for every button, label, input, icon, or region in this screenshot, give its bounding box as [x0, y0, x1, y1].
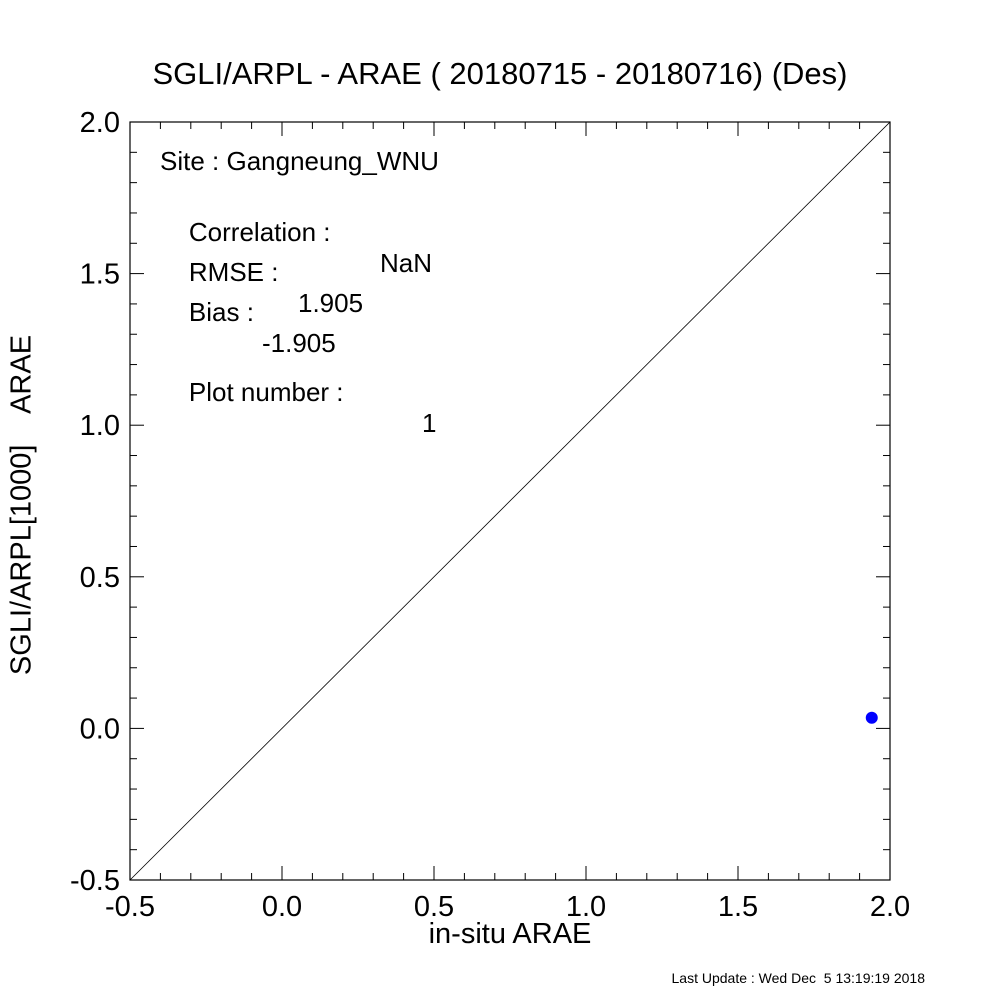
axis-tick-labels: -0.5 0.0 0.5 1.0 1.5 2.0 -0.5 0.0 0.5 1.0 1.5 2.0 — [70, 107, 910, 923]
x-tick-label: 1.5 — [718, 891, 758, 923]
data-point — [865, 711, 878, 724]
x-tick-label: 0.5 — [414, 891, 454, 923]
x-tick-label: 2.0 — [870, 891, 910, 923]
y-tick-label: 1.5 — [80, 259, 120, 291]
x-tick-label: 0.0 — [262, 891, 302, 923]
x-tick-label: -0.5 — [105, 891, 155, 923]
rmse-annotation: RMSE : 1.905 — [160, 226, 363, 350]
last-update-footer: Last Update : Wed Dec 5 13:19:19 2018 — [671, 970, 925, 986]
y-tick-label: 2.0 — [80, 107, 120, 139]
y-tick-label: 0.0 — [80, 713, 120, 745]
bias-label: Bias : — [188, 297, 254, 327]
plot-number-value: 1 — [422, 408, 437, 438]
correlation-annotation: Correlation : NaN — [160, 186, 432, 310]
correlation-value: NaN — [380, 248, 433, 278]
y-tick-label: 0.5 — [80, 562, 120, 594]
x-axis-label: in-situ ARAE — [428, 918, 592, 950]
site-annotation: Site : Gangneung_WNU — [160, 146, 439, 176]
one-to-one-line — [129, 121, 891, 881]
plot-frame — [129, 121, 891, 881]
y-tick-label: 1.0 — [80, 410, 120, 442]
x-tick-label: 1.0 — [566, 891, 606, 923]
bias-value: -1.905 — [262, 328, 336, 358]
plot-number-annotation: Plot number : 1 — [160, 346, 437, 470]
bias-annotation: Bias : -1.905 — [160, 266, 336, 390]
axis-ticks — [129, 121, 891, 881]
y-axis-label: SGLI/ARPL[1000] ARAE — [5, 334, 38, 676]
chart-title: SGLI/ARPL - ARAE ( 20180715 - 20180716) … — [152, 56, 848, 91]
data-points — [865, 711, 878, 724]
y-tick-label: -0.5 — [70, 865, 120, 897]
correlation-label: Correlation : — [188, 217, 331, 247]
rmse-value: 1.905 — [298, 288, 364, 318]
rmse-label: RMSE : — [188, 257, 279, 287]
plot-number-label: Plot number : — [188, 377, 344, 407]
